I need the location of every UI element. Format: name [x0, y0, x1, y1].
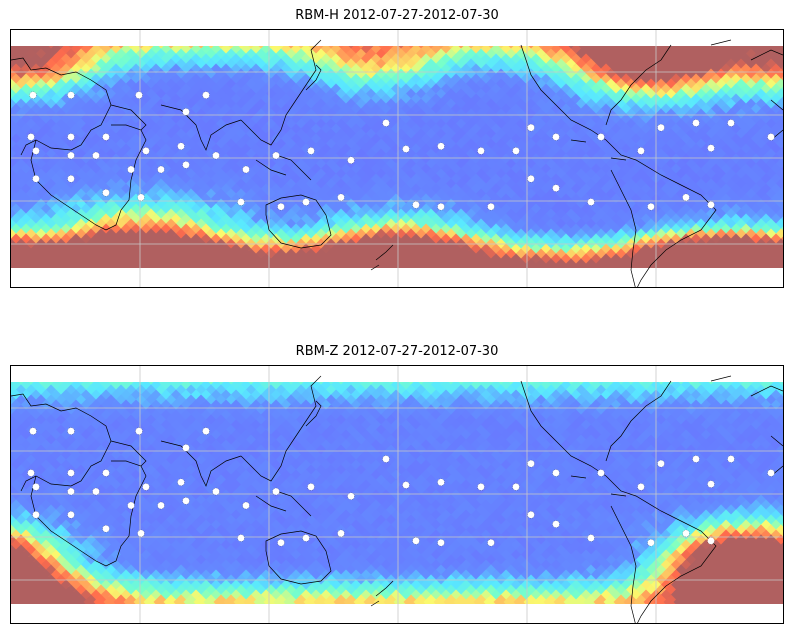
station-marker — [437, 203, 445, 211]
data-field — [11, 38, 783, 274]
station-marker — [402, 145, 410, 153]
station-marker — [337, 193, 345, 202]
station-marker — [242, 165, 250, 174]
station-marker — [182, 161, 190, 169]
station-marker — [277, 203, 285, 211]
station-marker — [202, 91, 210, 99]
station-marker — [67, 175, 75, 183]
station-marker — [647, 203, 655, 211]
station-marker — [637, 147, 645, 155]
station-marker — [767, 133, 775, 141]
station-marker — [177, 142, 185, 150]
map-panel-rbm-z — [10, 365, 784, 624]
coastline-path — [610, 169, 637, 287]
coastline-path — [255, 154, 312, 181]
station-marker — [552, 184, 560, 192]
station-marker — [102, 133, 110, 141]
station-marker — [527, 175, 535, 183]
station-marker — [412, 201, 420, 209]
station-marker — [102, 189, 110, 197]
station-marker — [92, 151, 100, 160]
station-marker — [437, 142, 445, 150]
coastlines — [11, 39, 783, 287]
station-marker — [272, 151, 280, 160]
coastline-path — [520, 44, 607, 141]
station-marker — [142, 147, 150, 155]
panel-title-rbm-h: RBM-H 2012-07-27-2012-07-30 — [295, 8, 499, 23]
station-marker — [302, 198, 310, 206]
station-marker — [727, 119, 735, 127]
station-marker — [587, 198, 595, 206]
station-marker — [347, 156, 355, 164]
panel-title-rbm-z: RBM-Z 2012-07-27-2012-07-30 — [295, 344, 499, 359]
coastline-path — [305, 64, 322, 91]
no-data-area-top — [11, 30, 783, 46]
map-canvas-rbm-h — [11, 30, 783, 287]
coastline-path — [265, 194, 332, 249]
station-marker — [707, 201, 715, 209]
no-data-area-bottom — [11, 268, 783, 287]
station-marker — [182, 108, 190, 116]
station-marker — [127, 165, 135, 174]
station-marker — [137, 193, 145, 202]
station-marker — [67, 151, 75, 160]
station-markers — [27, 91, 775, 211]
coastline-path — [570, 139, 627, 161]
station-marker — [307, 147, 315, 155]
station-marker — [477, 147, 485, 155]
station-marker — [27, 133, 35, 141]
station-marker — [657, 124, 665, 132]
station-marker — [692, 119, 700, 127]
map-panel-rbm-h — [10, 29, 784, 288]
coastline-path — [605, 44, 672, 126]
coastline-path — [370, 244, 394, 271]
coastline-path — [605, 139, 717, 287]
graticule — [11, 30, 783, 287]
station-marker — [212, 151, 220, 160]
station-marker — [707, 144, 715, 152]
station-marker — [67, 133, 75, 141]
station-marker — [29, 91, 37, 99]
station-marker — [32, 147, 40, 155]
station-marker — [552, 133, 560, 141]
station-marker — [597, 133, 605, 141]
station-marker — [512, 147, 520, 155]
station-marker — [237, 198, 245, 206]
station-marker — [67, 91, 75, 99]
data-field — [11, 374, 783, 610]
station-marker — [382, 119, 390, 127]
station-marker — [682, 193, 690, 202]
coastline-path — [710, 39, 783, 61]
coastline-path — [240, 39, 322, 146]
station-marker — [527, 124, 535, 132]
station-marker — [157, 165, 165, 174]
station-marker — [32, 175, 40, 183]
station-marker — [487, 203, 495, 211]
coastline-path — [30, 124, 147, 231]
map-canvas-rbm-z — [11, 366, 783, 623]
station-marker — [135, 91, 143, 99]
